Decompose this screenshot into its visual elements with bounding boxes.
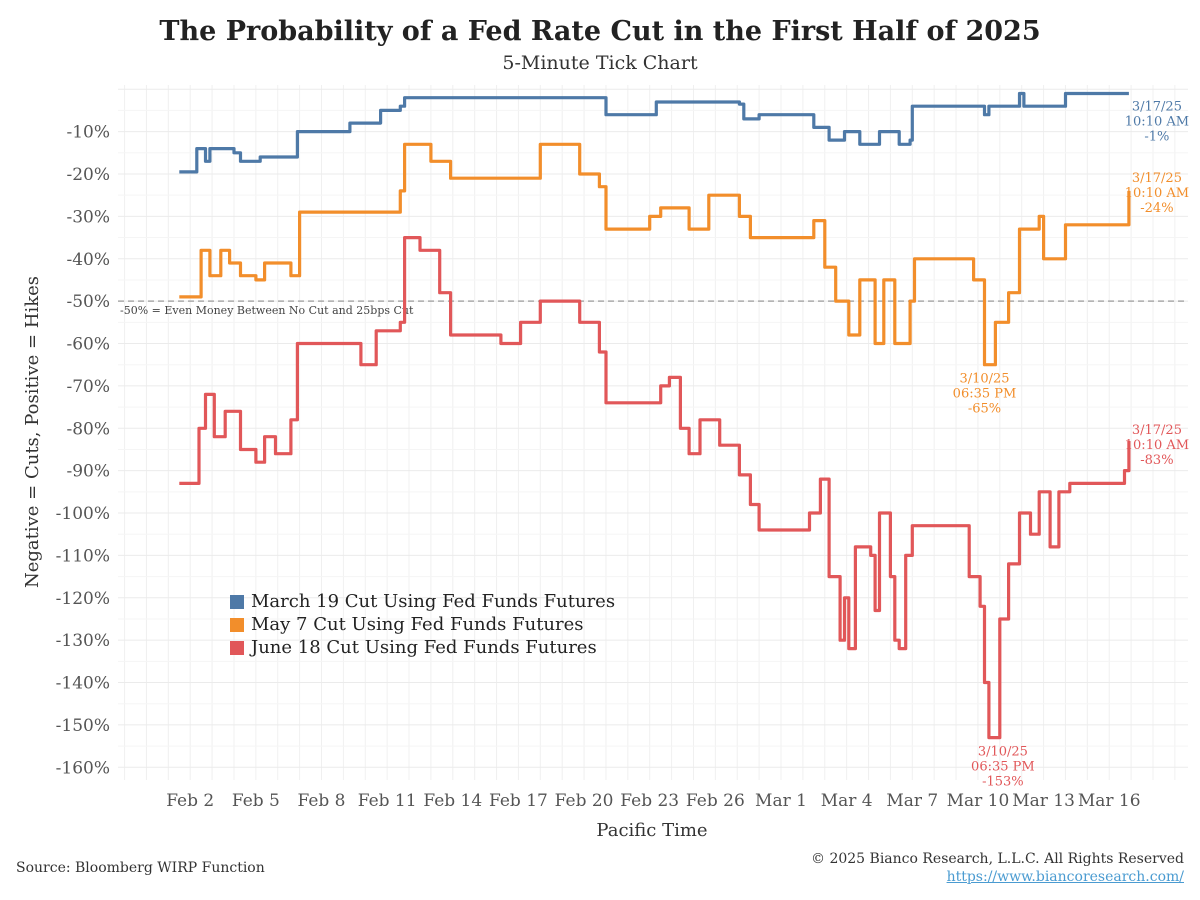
y-tick-label: -90% — [66, 462, 110, 482]
legend-label: March 19 Cut Using Fed Funds Futures — [251, 591, 616, 612]
legend-item-may: May 7 Cut Using Fed Funds Futures — [230, 613, 615, 636]
annotation-label: 3/17/25 — [1132, 99, 1182, 114]
x-tick-label: Mar 10 — [947, 791, 1010, 811]
annotation-label: -65% — [968, 402, 1001, 417]
x-tick-label: Mar 4 — [821, 791, 873, 811]
y-tick-label: -40% — [66, 250, 110, 270]
y-tick-label: -60% — [66, 335, 110, 355]
x-tick-label: Mar 16 — [1078, 791, 1141, 811]
reference-line-label: -50% = Even Money Between No Cut and 25b… — [120, 304, 414, 317]
y-tick-label: -150% — [56, 716, 110, 736]
legend-item-march: March 19 Cut Using Fed Funds Futures — [230, 590, 615, 613]
x-tick-label: Feb 5 — [232, 791, 280, 811]
legend-label: June 18 Cut Using Fed Funds Futures — [251, 637, 597, 658]
annotation-label: 3/10/25 — [978, 745, 1028, 760]
y-axis-label: Negative = Cuts, Positive = Hikes — [22, 276, 43, 588]
chart-title: The Probability of a Fed Rate Cut in the… — [159, 16, 1041, 47]
y-tick-label: -120% — [56, 589, 110, 609]
x-tick-label: Mar 13 — [1012, 791, 1075, 811]
legend-swatch — [230, 617, 244, 632]
annotation-label: -1% — [1144, 129, 1169, 144]
annotation-label: 3/17/25 — [1132, 423, 1182, 438]
annotation-label: -153% — [982, 775, 1024, 790]
y-tick-label: -10% — [66, 123, 110, 143]
y-tick-label: -100% — [56, 504, 110, 524]
y-tick-label: -50% — [66, 292, 110, 312]
annotation-label: 3/17/25 — [1132, 171, 1182, 186]
x-tick-label: Feb 23 — [620, 791, 679, 811]
x-tick-label: Feb 8 — [297, 791, 345, 811]
legend-label: May 7 Cut Using Fed Funds Futures — [251, 614, 584, 635]
chart-subtitle: 5-Minute Tick Chart — [502, 52, 698, 74]
x-axis-label: Pacific Time — [596, 820, 707, 841]
legend-swatch — [230, 640, 244, 655]
y-tick-label: -140% — [56, 674, 110, 694]
x-tick-label: Mar 1 — [755, 791, 807, 811]
legend: March 19 Cut Using Fed Funds Futures May… — [230, 590, 615, 659]
series-line-1 — [179, 142, 1131, 367]
x-tick-label: Feb 11 — [358, 791, 417, 811]
x-tick-label: Feb 14 — [423, 791, 482, 811]
y-tick-label: -20% — [66, 165, 110, 185]
x-tick-label: Feb 2 — [166, 791, 214, 811]
y-tick-label: -80% — [66, 419, 110, 439]
x-tick-label: Feb 20 — [555, 791, 614, 811]
x-tick-label: Feb 26 — [686, 791, 745, 811]
annotation-label: 06:35 PM — [953, 387, 1017, 402]
y-tick-label: -110% — [56, 546, 110, 566]
annotation-label: -83% — [1140, 453, 1173, 468]
y-tick-label: -30% — [66, 207, 110, 227]
annotation-label: 10:10 AM — [1125, 114, 1189, 129]
annotation-label: 06:35 PM — [971, 760, 1035, 775]
annotation-label: 3/10/25 — [959, 372, 1009, 387]
legend-swatch — [230, 594, 244, 609]
y-tick-label: -160% — [56, 758, 110, 778]
website-link[interactable]: https://www.biancoresearch.com/ — [946, 869, 1184, 885]
copyright: © 2025 Bianco Research, L.L.C. All Right… — [811, 851, 1184, 867]
y-tick-label: -130% — [56, 631, 110, 651]
series-line-2 — [179, 236, 1131, 740]
source-note: Source: Bloomberg WIRP Function — [16, 860, 265, 876]
annotation-label: -24% — [1140, 201, 1173, 216]
annotation-label: 10:10 AM — [1125, 186, 1189, 201]
x-tick-label: Feb 17 — [489, 791, 548, 811]
legend-item-june: June 18 Cut Using Fed Funds Futures — [230, 636, 615, 659]
y-tick-label: -70% — [66, 377, 110, 397]
annotation-label: 10:10 AM — [1125, 438, 1189, 453]
x-tick-label: Mar 7 — [886, 791, 938, 811]
series-line-0 — [179, 91, 1129, 174]
